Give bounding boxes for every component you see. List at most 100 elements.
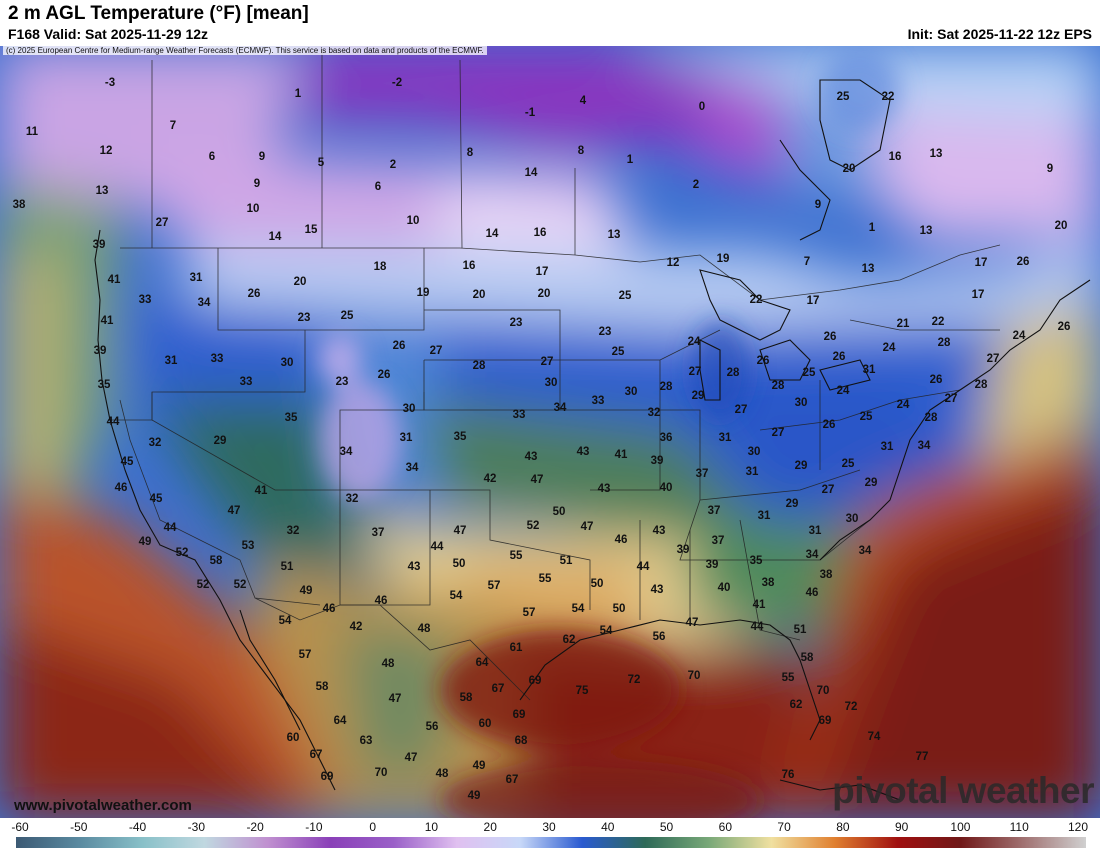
temperature-value: 27 [822, 484, 835, 496]
temperature-value: 25 [612, 346, 625, 358]
temperature-value: 49 [300, 585, 313, 597]
temperature-value: 31 [746, 466, 759, 478]
temperature-value: 30 [846, 513, 859, 525]
legend-tick-label: -10 [305, 820, 323, 834]
temperature-value: 16 [463, 260, 476, 272]
legend-tick-label: 80 [836, 820, 850, 834]
temperature-value: 47 [686, 617, 699, 629]
temperature-value: 8 [467, 147, 474, 159]
temperature-value: 7 [170, 120, 176, 132]
temperature-value: 48 [418, 623, 431, 635]
temperature-value: 39 [93, 239, 106, 251]
temperature-value: 10 [247, 203, 260, 215]
temperature-value: 47 [531, 474, 544, 486]
temperature-value: 64 [476, 657, 489, 669]
legend-tick-label: 10 [424, 820, 439, 834]
temperature-value: 51 [560, 555, 573, 567]
temperature-value: 9 [254, 178, 260, 190]
temperature-value: 23 [298, 312, 311, 324]
temperature-value: 31 [190, 272, 203, 284]
temperature-value: 26 [930, 374, 943, 386]
temperature-value: 39 [706, 559, 719, 571]
temperature-value: 27 [541, 356, 554, 368]
temperature-value: 28 [727, 367, 740, 379]
temperature-value: 19 [717, 253, 730, 265]
temperature-value: 20 [294, 276, 307, 288]
header: 2 m AGL Temperature (°F) [mean] F168 Val… [0, 0, 1100, 46]
temperature-value: 49 [139, 536, 152, 548]
temperature-value: 54 [279, 615, 292, 627]
temperature-value: 1 [627, 154, 634, 166]
temperature-value: 15 [305, 224, 318, 236]
temperature-value: 26 [1058, 321, 1071, 333]
temperature-value: 31 [400, 432, 413, 444]
temperature-value: 24 [897, 399, 910, 411]
temperature-value: 43 [525, 451, 538, 463]
temperature-value: 54 [600, 625, 613, 637]
temperature-value: 36 [660, 432, 673, 444]
temperature-value: 41 [615, 449, 628, 461]
temperature-value: 14 [486, 228, 499, 240]
temperature-value: 26 [833, 351, 846, 363]
temperature-value: 31 [165, 355, 178, 367]
temperature-value: 34 [198, 297, 211, 309]
temperature-value: 52 [234, 579, 247, 591]
temperature-value: 32 [648, 407, 661, 419]
temperature-value: 19 [417, 287, 430, 299]
legend-tick-label: 30 [542, 820, 556, 834]
temperature-value: 25 [341, 310, 354, 322]
temperature-value: 76 [782, 769, 795, 781]
temperature-value: 13 [96, 185, 109, 197]
temperature-value: 56 [653, 631, 666, 643]
temperature-value: 31 [719, 432, 732, 444]
legend-tick-label: -30 [187, 820, 205, 834]
temperature-value: 62 [563, 634, 576, 646]
temperature-value: 35 [98, 379, 111, 391]
temperature-value: 68 [515, 735, 528, 747]
temperature-value: 13 [862, 263, 875, 275]
temperature-value: 35 [285, 412, 298, 424]
temperature-value: 33 [211, 353, 224, 365]
brand-watermark: pivotal weather [832, 770, 1094, 811]
temperature-value: 47 [389, 693, 402, 705]
temperature-value: 43 [598, 483, 611, 495]
temperature-value: 28 [938, 337, 951, 349]
temperature-value: 37 [708, 505, 721, 517]
temperature-value: 29 [692, 390, 705, 402]
temperature-value: 37 [696, 468, 709, 480]
temperature-value: 23 [336, 376, 349, 388]
temperature-value: 20 [1055, 220, 1068, 232]
temperature-value: 29 [214, 435, 227, 447]
temperature-value: 2 [693, 179, 699, 191]
temperature-value: 49 [473, 760, 486, 772]
temperature-value: 10 [407, 215, 420, 227]
legend-tick-label: -50 [70, 820, 88, 834]
temperature-value: 74 [868, 731, 881, 743]
temperature-value: 55 [510, 550, 523, 562]
temperature-value: 69 [513, 709, 526, 721]
temperature-value: 39 [677, 544, 690, 556]
temperature-value: 5 [318, 157, 325, 169]
legend-tick-label: -40 [128, 820, 147, 834]
temperature-value: 30 [281, 357, 294, 369]
temperature-value: 32 [149, 437, 162, 449]
temperature-value: 34 [340, 446, 353, 458]
temperature-value: 45 [121, 456, 134, 468]
temperature-value: 45 [150, 493, 163, 505]
temperature-value: 52 [197, 579, 210, 591]
temperature-value: 6 [375, 181, 381, 193]
temperature-value: 38 [820, 569, 833, 581]
temperature-value: 60 [479, 718, 492, 730]
temperature-value: 63 [360, 735, 373, 747]
temperature-value: 1 [869, 222, 876, 234]
temperature-value: 24 [688, 336, 701, 348]
temperature-value: 41 [753, 599, 766, 611]
temperature-value: 70 [375, 767, 388, 779]
temperature-value: 69 [819, 715, 832, 727]
temperature-value: 52 [527, 520, 540, 532]
temperature-value: 23 [510, 317, 523, 329]
temperature-value: 21 [897, 318, 910, 330]
temperature-value: 24 [1013, 330, 1026, 342]
website-link[interactable]: www.pivotalweather.com [14, 797, 192, 814]
